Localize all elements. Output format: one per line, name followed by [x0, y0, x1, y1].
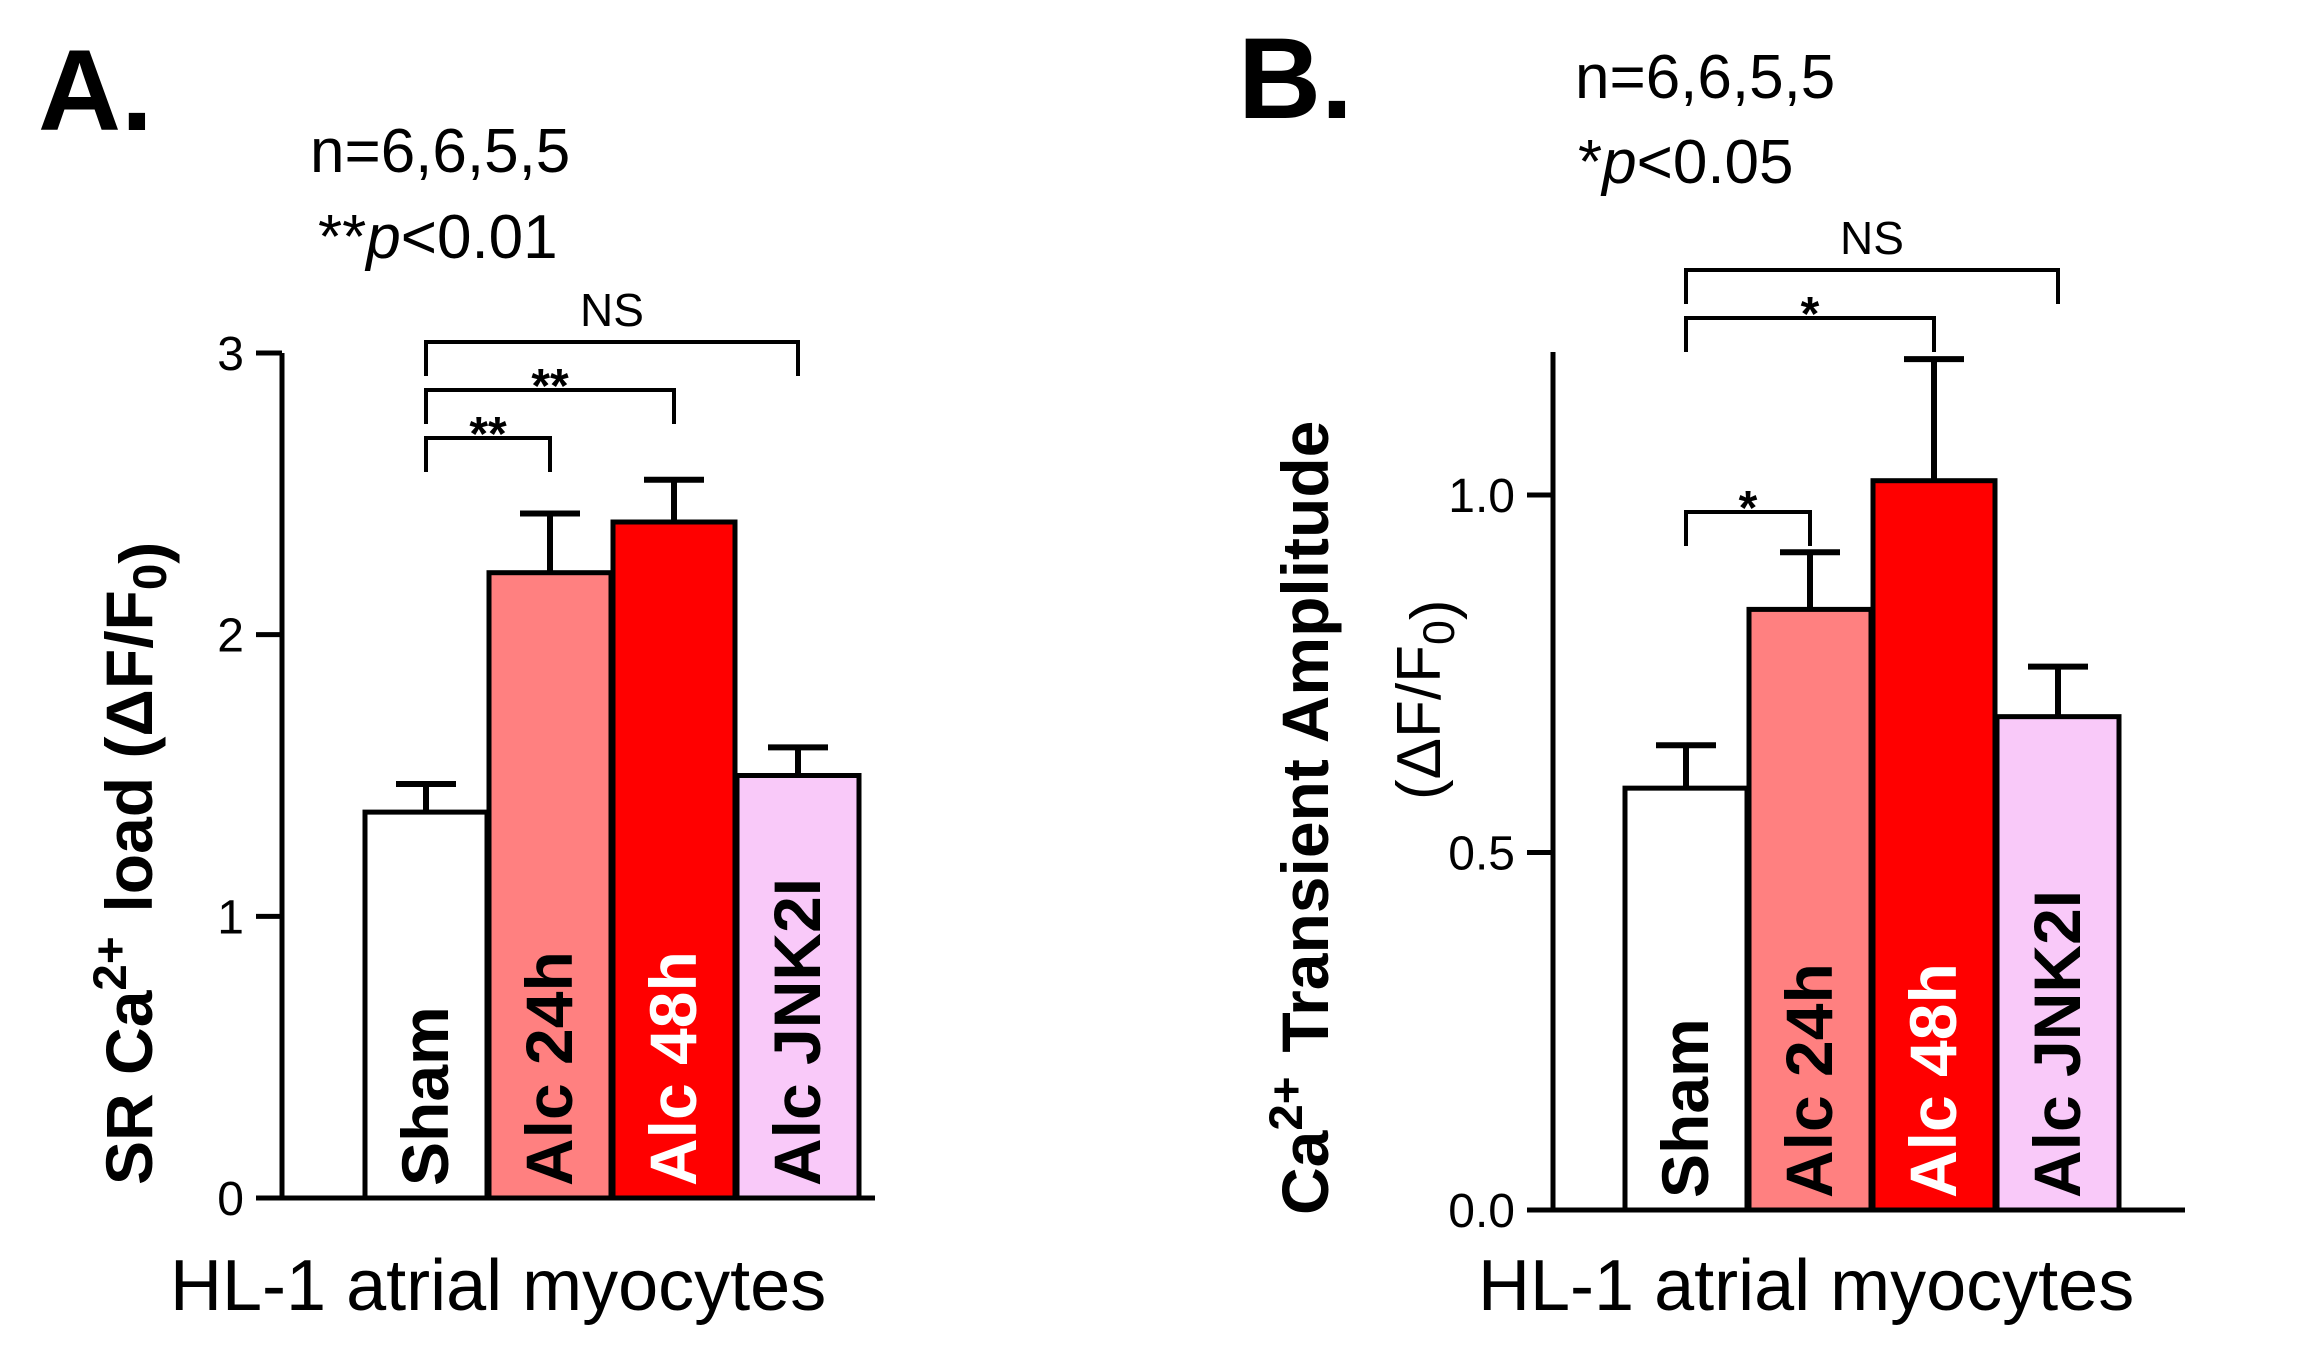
panel-b-p-annotation: *p<0.05: [1578, 128, 1794, 197]
panel-a-n-annotation: n=6,6,5,5: [310, 117, 570, 186]
panel-a-bar: [610, 519, 738, 1201]
panel-a-p-annotation: **p<0.01: [318, 203, 558, 272]
panel-a-y-axis-label: SR Ca2+ load (ΔF/F0): [84, 542, 180, 1185]
panel-b-letter: B.: [1238, 15, 1353, 143]
panel-b-bar-label: Sham: [1648, 1018, 1722, 1198]
panel-a-significance-label: NS: [580, 284, 644, 336]
panel-b-significance-label: *: [1739, 482, 1758, 535]
panel-a-y-tick-label: 1: [217, 891, 244, 944]
panel-b-significance-bracket: [1684, 510, 1812, 546]
panel-b-yunit-f: F: [1385, 645, 1454, 683]
panel-b-ylabel-superscript: 2+: [1260, 1076, 1313, 1130]
panel-a-bar-label: Sham: [388, 1006, 462, 1186]
panel-b-bar: [1746, 606, 1874, 1213]
panel-b-significance-bracket: [1684, 316, 1936, 352]
panel-b-bar: [1994, 714, 2122, 1213]
panel-a-ylabel-text-1: load (ΔF/: [92, 630, 166, 930]
panel-b-bar-label: Alc 48h: [1896, 963, 1970, 1198]
panel-a-bar-label: Alc 24h: [512, 951, 586, 1186]
panel-a-bar: [486, 570, 614, 1201]
panel-b-yunit-subscript: 0: [1415, 620, 1464, 645]
panel-a-y-tick-label: 0: [217, 1173, 244, 1226]
panel-a-bar-label: Alc 48h: [636, 951, 710, 1186]
p-symbol: p: [364, 203, 400, 272]
panel-b-bar: [1870, 478, 1998, 1213]
panel-b-y-tick-label: 0.0: [1448, 1185, 1515, 1238]
p-threshold: <0.05: [1637, 128, 1794, 197]
panel-b-bar-label: Alc JNK2I: [2020, 890, 2094, 1198]
panel-a-ylabel-text-2: ): [106, 542, 180, 564]
panel-a-ylabel-subscript: 0: [124, 564, 177, 590]
p-symbol: p: [1600, 128, 1636, 197]
panel-a-significance-bracket: [424, 340, 800, 376]
panel-b-yunit-text-1: ): [1399, 599, 1468, 620]
panel-b-yunit-text-0: (ΔF/: [1385, 682, 1454, 800]
panel-a: A. n=6,6,5,5 **p<0.01 HL-1 atrial myocyt…: [38, 27, 875, 1326]
panel-b-significance-bracket: [1684, 268, 2060, 304]
panel-a-y-tick-label: 3: [217, 328, 244, 381]
panel-a-ylabel-f: F: [92, 590, 166, 630]
panel-b-significance-label: NS: [1840, 212, 1904, 264]
panel-a-ylabel-superscript: 2+: [84, 936, 137, 990]
panel-b-y-axis-label: Ca2+ Transient Amplitude: [1260, 421, 1342, 1215]
panel-a-bar-label: Alc JNK2I: [760, 878, 834, 1186]
panel-b: B. n=6,6,5,5 *p<0.05 HL-1 atrial myocyte…: [1238, 15, 2185, 1326]
panel-a-significance-label: **: [531, 360, 569, 413]
panel-a-ylabel-ca: Ca: [92, 989, 166, 1075]
panel-a-significance-label: **: [469, 408, 507, 461]
p-stars: *: [1578, 128, 1602, 197]
panel-b-y-axis-unit: (ΔF/F0): [1385, 599, 1468, 800]
panel-a-x-axis-label: HL-1 atrial myocytes: [170, 1246, 826, 1326]
panel-b-ylabel-ca: Ca: [1268, 1129, 1342, 1215]
panel-b-y-tick-label: 0.5: [1448, 828, 1515, 881]
panel-b-plot: 0.0 0.5 1.0 Sham Alc 24h Alc 48h Alc JNK2I * * NS: [1448, 212, 2185, 1238]
panel-a-letter: A.: [38, 27, 153, 155]
panel-b-bar: [1622, 785, 1750, 1213]
panel-a-ylabel-text-0: SR: [92, 1075, 166, 1185]
panel-a-y-tick-label: 2: [217, 610, 244, 663]
p-stars: **: [318, 203, 366, 272]
p-threshold: <0.01: [401, 203, 558, 272]
panel-b-ylabel-text-0: Transient Amplitude: [1268, 421, 1342, 1071]
panel-a-significance-bracket: [424, 388, 676, 424]
panel-b-y-tick-label: 1.0: [1448, 470, 1515, 523]
panel-a-significance-bracket: [424, 436, 552, 472]
panel-b-n-annotation: n=6,6,5,5: [1575, 43, 1835, 112]
panel-a-bar: [362, 809, 490, 1201]
panel-b-bar-label: Alc 24h: [1772, 963, 1846, 1198]
panel-b-x-axis-label: HL-1 atrial myocytes: [1478, 1246, 2134, 1326]
panel-b-significance-label: *: [1801, 288, 1820, 341]
